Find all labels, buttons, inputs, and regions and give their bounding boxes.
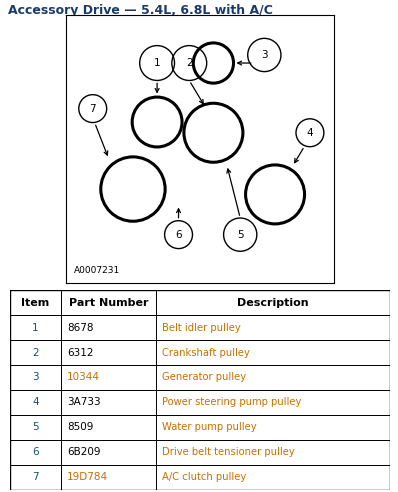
Text: 7: 7 (32, 472, 39, 482)
Text: 4: 4 (306, 128, 313, 138)
Bar (10, 340, 390, 365)
Text: 5: 5 (237, 230, 244, 240)
Text: 2: 2 (32, 347, 39, 358)
Text: 1: 1 (32, 323, 39, 333)
Bar (10, 464, 390, 490)
Text: 10344: 10344 (67, 372, 100, 382)
Text: 5: 5 (32, 422, 39, 432)
Text: 6312: 6312 (67, 347, 94, 358)
Text: Water pump pulley: Water pump pulley (162, 422, 257, 432)
Text: Belt idler pulley: Belt idler pulley (162, 323, 241, 333)
Text: A0007231: A0007231 (74, 266, 120, 275)
Text: 6: 6 (32, 447, 39, 457)
Text: Part Number: Part Number (69, 298, 148, 308)
Bar (10, 390, 390, 415)
Text: A/C clutch pulley: A/C clutch pulley (162, 472, 246, 482)
Text: 1: 1 (154, 58, 160, 68)
Text: 2: 2 (186, 58, 193, 68)
Text: 19D784: 19D784 (67, 472, 108, 482)
Text: 6B209: 6B209 (67, 447, 100, 457)
Text: 8509: 8509 (67, 422, 94, 432)
Text: Generator pulley: Generator pulley (162, 372, 246, 382)
Text: 3A733: 3A733 (67, 398, 101, 407)
Bar (10, 415, 390, 440)
Bar (10, 315, 390, 340)
Text: 3: 3 (32, 372, 39, 382)
Text: 4: 4 (32, 398, 39, 407)
Text: Drive belt tensioner pulley: Drive belt tensioner pulley (162, 447, 295, 457)
Text: 6: 6 (175, 230, 182, 240)
Text: Description: Description (237, 298, 309, 308)
Text: Crankshaft pulley: Crankshaft pulley (162, 347, 250, 358)
Text: Power steering pump pulley: Power steering pump pulley (162, 398, 301, 407)
Text: 8678: 8678 (67, 323, 94, 333)
Bar (10, 440, 390, 464)
Text: Accessory Drive — 5.4L, 6.8L with A/C: Accessory Drive — 5.4L, 6.8L with A/C (8, 4, 273, 17)
Bar (10, 365, 390, 390)
Text: 3: 3 (261, 50, 268, 60)
Bar (10, 290, 390, 315)
Text: Item: Item (21, 298, 50, 308)
Text: 7: 7 (90, 104, 96, 114)
